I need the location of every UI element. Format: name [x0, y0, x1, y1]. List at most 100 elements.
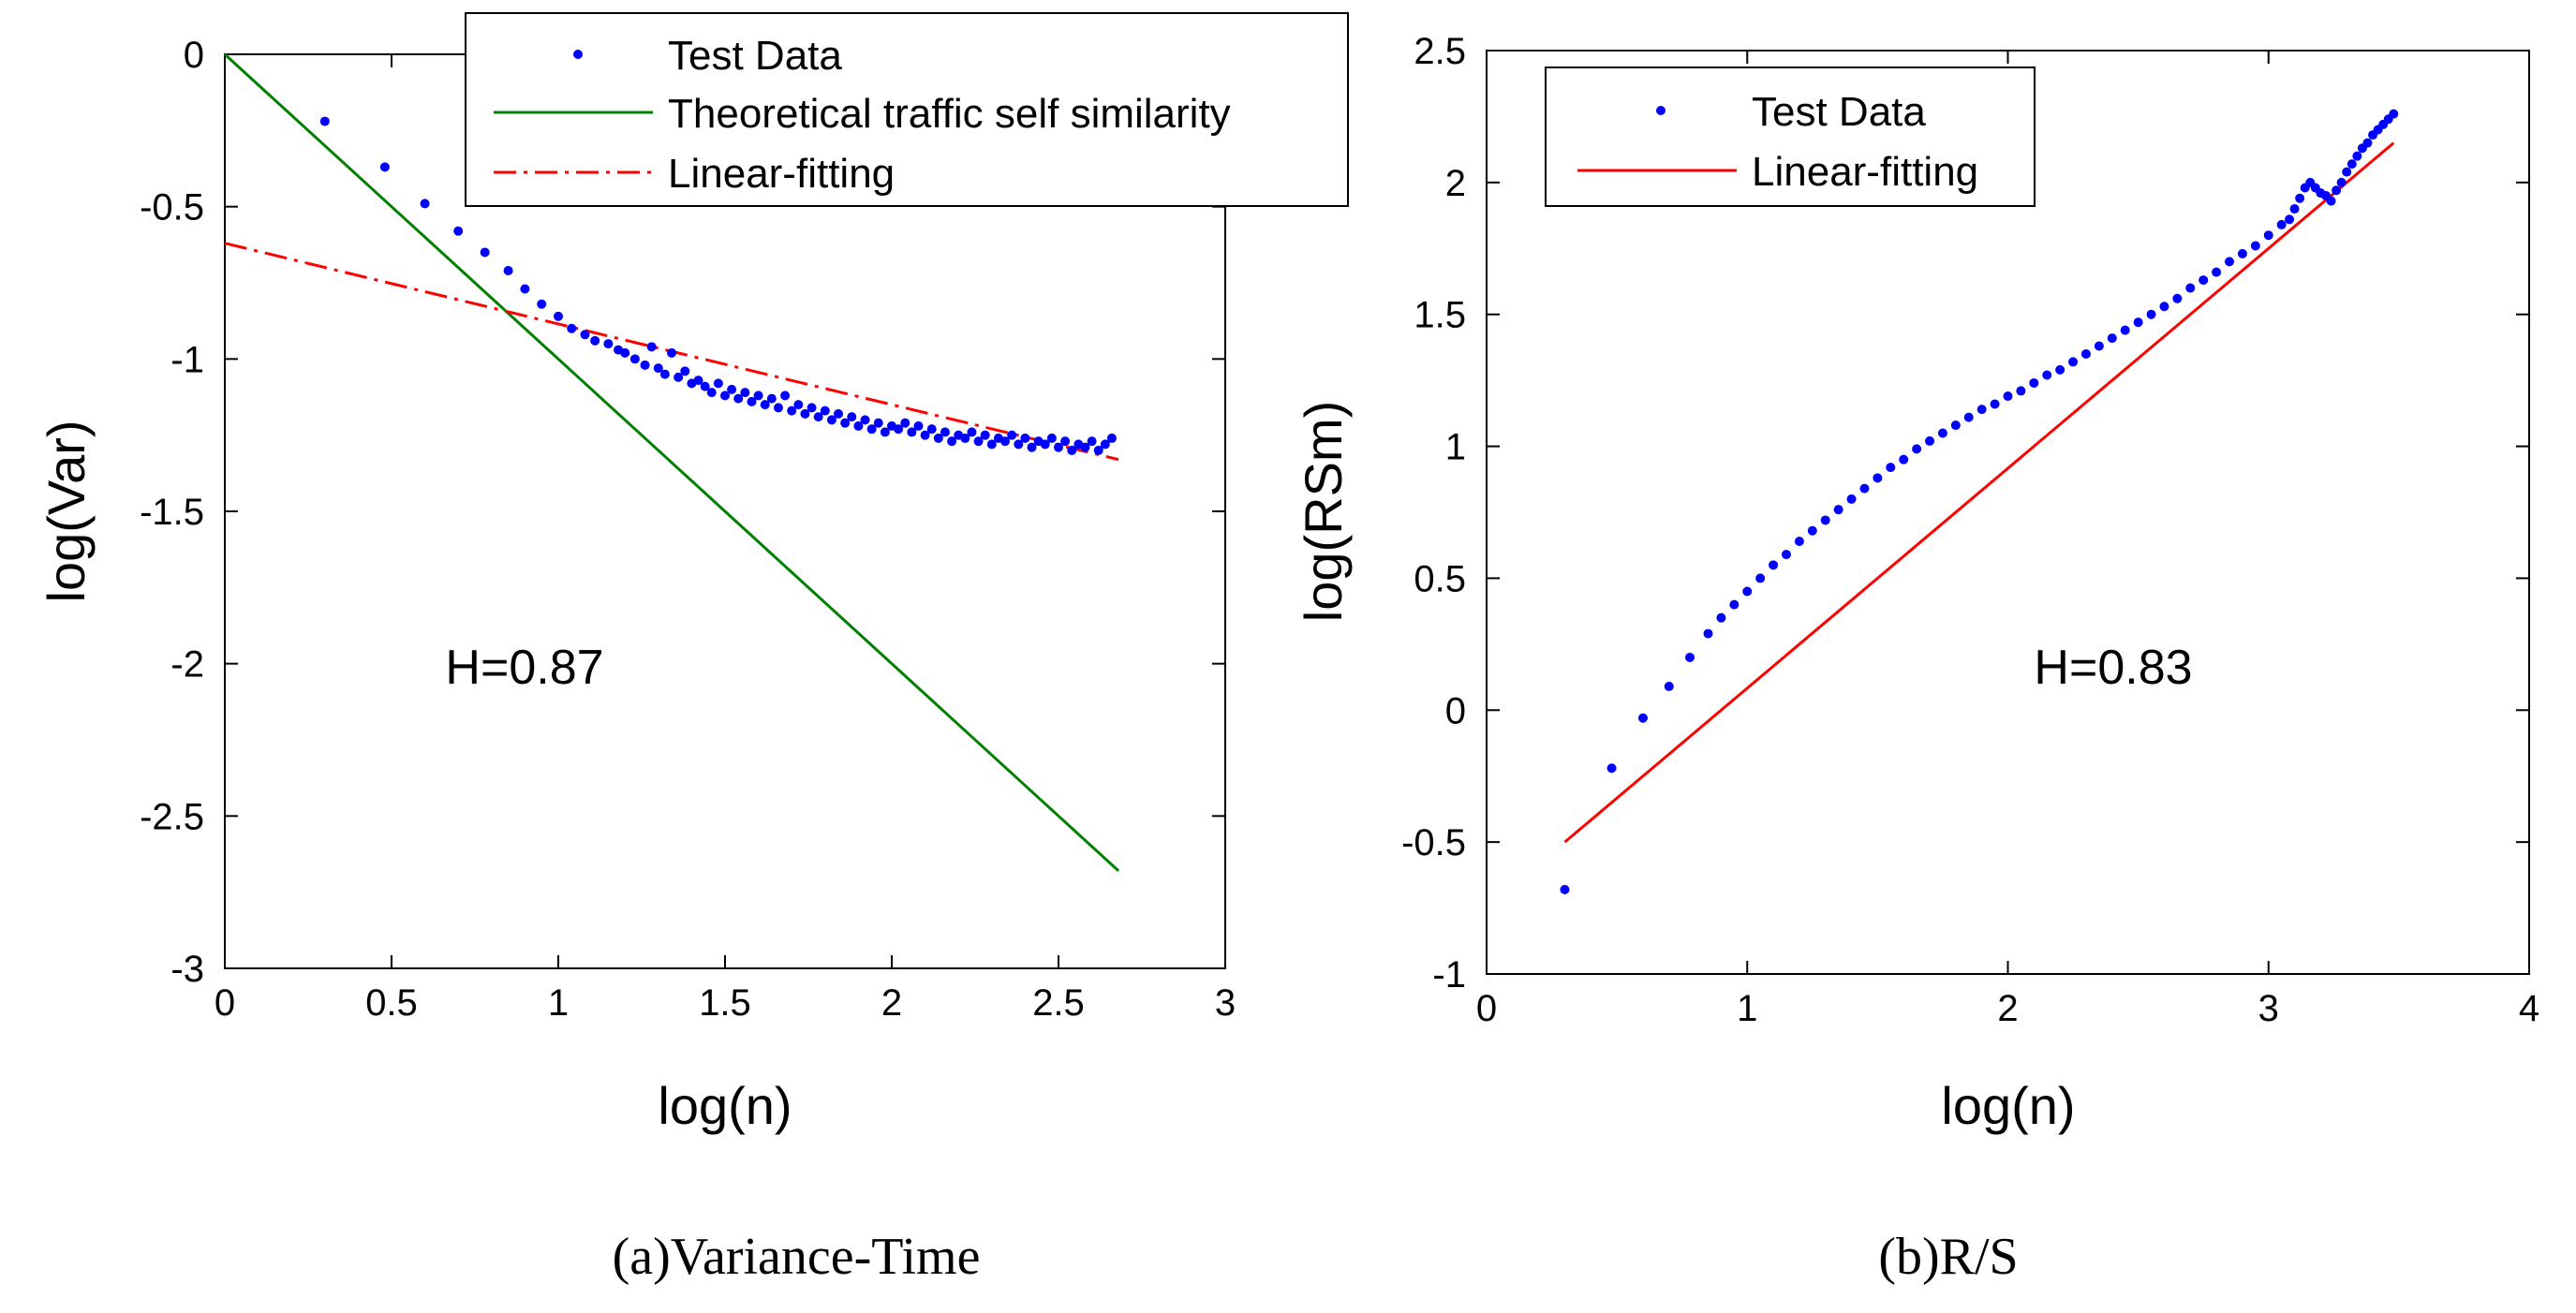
point-test-data-b-16	[1846, 494, 1857, 504]
legend-label-linear-fitting-a: Linear-fitting	[668, 151, 895, 197]
point-test-data-b-60	[2336, 177, 2347, 187]
point-test-data-a-16	[640, 360, 650, 370]
caption-b: (b)R/S	[1878, 1228, 2018, 1286]
point-test-data-a-17	[646, 342, 657, 352]
point-test-data-a-35	[766, 393, 777, 404]
point-test-data-a-67	[980, 430, 990, 440]
point-test-data-a-8	[554, 311, 563, 321]
point-test-data-a-9	[567, 323, 577, 333]
annotation-b: H=0.83	[2034, 641, 2192, 695]
point-test-data-b-49	[2276, 219, 2287, 229]
xtick-label-b-1: 1	[1737, 988, 1757, 1029]
point-test-data-a-3	[453, 226, 464, 236]
point-test-data-b-51	[2289, 204, 2300, 214]
point-test-data-b-22	[1925, 435, 1935, 446]
point-test-data-b-46	[2237, 248, 2247, 258]
point-test-data-b-32	[2055, 364, 2065, 375]
ytick-label-b-3: 1	[1445, 427, 1466, 468]
legend-b: Test Data Linear-fitting	[1545, 66, 2036, 207]
point-test-data-a-11	[590, 335, 600, 346]
point-test-data-b-4	[1685, 652, 1695, 662]
axis-ticks-b	[1486, 50, 2530, 975]
ytick-label-a-6: -3	[170, 949, 204, 990]
ytick-label-a-3: -1.5	[140, 492, 204, 533]
ylabel-a: log(Var)	[37, 420, 96, 602]
point-test-data-b-14	[1820, 515, 1830, 525]
point-test-data-a-60	[933, 433, 943, 443]
ytick-label-a-4: -2	[170, 644, 204, 686]
point-test-data-a-14	[620, 347, 630, 358]
xtick-label-a-2: 1	[548, 982, 569, 1024]
point-test-data-a-36	[773, 403, 783, 413]
point-test-data-b-39	[2146, 309, 2156, 319]
point-test-data-b-5	[1703, 628, 1713, 639]
xtick-label-b-0: 0	[1476, 988, 1497, 1029]
point-test-data-a-21	[674, 372, 684, 382]
point-test-data-b-25	[1963, 412, 1974, 422]
point-test-data-a-78	[1054, 442, 1063, 452]
point-test-data-a-18	[653, 363, 663, 374]
point-test-data-b-0	[1560, 884, 1570, 894]
point-test-data-b-48	[2263, 230, 2273, 241]
ytick-label-b-2: 1.5	[1414, 295, 1466, 336]
tick-labels-a: 0 0.5 1 1.5 2 2.5 3 0 -0.5 -1 -1.5 -2 -2.5 -3	[140, 35, 1236, 1024]
xtick-label-b-3: 3	[2258, 988, 2279, 1029]
legend-label-theoretical-a: Theoretical traffic self similarity	[668, 91, 1231, 137]
point-test-data-a-85	[1100, 439, 1110, 450]
point-test-data-b-36	[2107, 333, 2117, 344]
series-a	[223, 52, 1120, 873]
point-test-data-a-77	[1046, 433, 1057, 443]
xtick-label-a-5: 2.5	[1032, 982, 1085, 1024]
point-test-data-a-58	[920, 430, 930, 440]
point-test-data-a-34	[760, 400, 770, 410]
point-test-data-b-59	[2332, 185, 2342, 196]
point-test-data-b-18	[1873, 473, 1883, 483]
point-test-data-b-43	[2198, 275, 2209, 286]
point-test-data-a-64	[960, 433, 970, 443]
point-test-data-a-5	[503, 265, 513, 275]
point-test-data-a-57	[913, 420, 924, 431]
point-test-data-b-19	[1886, 463, 1896, 473]
ytick-label-b-1: 2	[1445, 163, 1466, 204]
point-test-data-a-1	[379, 162, 390, 172]
point-test-data-b-44	[2212, 267, 2222, 277]
point-test-data-b-15	[1833, 505, 1843, 515]
point-test-data-b-29	[2016, 386, 2026, 396]
point-test-data-b-58	[2326, 196, 2336, 206]
point-test-data-b-61	[2342, 167, 2352, 177]
point-test-data-a-50	[866, 424, 877, 435]
point-test-data-a-51	[873, 418, 883, 428]
point-test-data-b-62	[2347, 159, 2357, 170]
legend-box-b	[1545, 66, 2036, 207]
point-test-data-a-46	[840, 418, 851, 428]
point-test-data-b-52	[2295, 193, 2305, 203]
legend-marker-test-data-a	[573, 50, 583, 59]
series-b	[1560, 109, 2399, 894]
point-test-data-a-82	[1080, 442, 1090, 452]
point-test-data-b-45	[2225, 257, 2235, 267]
point-test-data-a-6	[520, 284, 530, 294]
point-test-data-a-71	[1007, 430, 1017, 440]
point-test-data-b-23	[1937, 428, 1947, 438]
point-test-data-b-34	[2080, 348, 2091, 359]
point-test-data-a-43	[820, 406, 830, 416]
point-test-data-b-50	[2285, 214, 2295, 225]
point-test-data-b-40	[2159, 302, 2169, 312]
point-test-data-a-31	[740, 388, 750, 398]
point-test-data-b-38	[2133, 317, 2143, 328]
xtick-label-a-0: 0	[215, 982, 235, 1024]
xtick-label-b-4: 4	[2519, 988, 2539, 1029]
point-test-data-b-28	[2003, 391, 2013, 402]
point-test-data-a-24	[693, 376, 703, 386]
point-test-data-a-29	[727, 384, 737, 394]
legend-label-test-data-b: Test Data	[1752, 89, 1926, 135]
point-test-data-b-30	[2029, 377, 2039, 388]
ytick-label-a-2: -1	[170, 339, 204, 380]
point-test-data-a-52	[880, 427, 890, 437]
point-test-data-a-49	[860, 415, 870, 425]
point-test-data-a-68	[986, 439, 997, 450]
point-test-data-a-48	[853, 420, 864, 431]
point-test-data-a-80	[1067, 445, 1077, 455]
point-test-data-b-21	[1912, 444, 1922, 454]
